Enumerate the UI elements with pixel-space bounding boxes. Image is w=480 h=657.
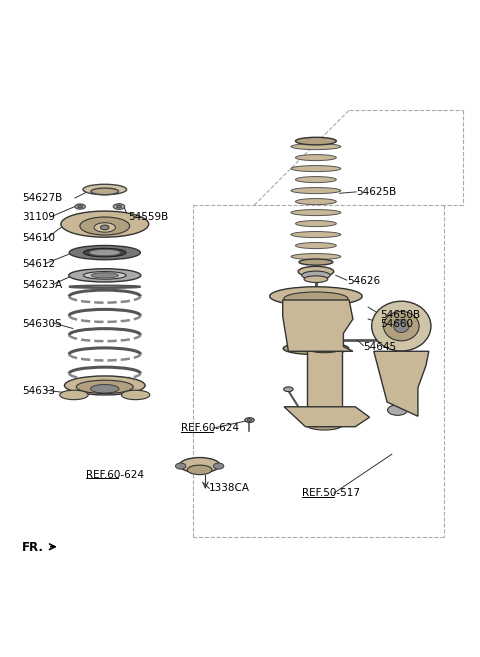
- Ellipse shape: [180, 457, 220, 473]
- Ellipse shape: [394, 320, 409, 332]
- Polygon shape: [283, 300, 353, 351]
- Polygon shape: [284, 407, 370, 426]
- Text: REF.50-517: REF.50-517: [301, 488, 360, 498]
- Ellipse shape: [403, 398, 409, 403]
- Ellipse shape: [291, 210, 341, 215]
- Ellipse shape: [117, 205, 121, 208]
- Ellipse shape: [60, 390, 88, 399]
- Ellipse shape: [69, 269, 141, 282]
- Ellipse shape: [214, 463, 224, 469]
- Text: 54633: 54633: [22, 386, 55, 396]
- Ellipse shape: [291, 231, 341, 238]
- Text: 1338CA: 1338CA: [209, 484, 250, 493]
- Ellipse shape: [64, 376, 145, 395]
- Text: 54623A: 54623A: [22, 280, 62, 290]
- Ellipse shape: [247, 419, 252, 422]
- Text: REF.60-624: REF.60-624: [86, 470, 144, 480]
- Ellipse shape: [296, 137, 336, 145]
- Ellipse shape: [291, 144, 341, 150]
- Text: 54559B: 54559B: [129, 212, 169, 222]
- Text: 54660: 54660: [380, 319, 413, 328]
- Ellipse shape: [387, 405, 408, 415]
- Ellipse shape: [291, 166, 341, 171]
- Ellipse shape: [245, 418, 254, 422]
- Ellipse shape: [83, 184, 127, 194]
- Ellipse shape: [100, 225, 109, 230]
- Polygon shape: [374, 351, 429, 417]
- Ellipse shape: [76, 380, 133, 394]
- Ellipse shape: [299, 259, 333, 265]
- Ellipse shape: [307, 344, 342, 353]
- Ellipse shape: [296, 154, 336, 160]
- Text: 54645: 54645: [363, 342, 396, 351]
- Ellipse shape: [91, 188, 119, 194]
- Ellipse shape: [121, 390, 150, 399]
- Ellipse shape: [307, 422, 342, 430]
- Ellipse shape: [89, 250, 120, 256]
- Ellipse shape: [283, 342, 348, 355]
- Bar: [307, 348, 342, 426]
- Text: 54627B: 54627B: [22, 193, 62, 203]
- Ellipse shape: [91, 384, 119, 393]
- Ellipse shape: [284, 292, 348, 306]
- Ellipse shape: [91, 273, 119, 278]
- Text: FR.: FR.: [22, 541, 44, 555]
- Ellipse shape: [291, 254, 341, 260]
- Ellipse shape: [270, 286, 362, 306]
- Text: 54630S: 54630S: [22, 319, 61, 328]
- Ellipse shape: [187, 465, 212, 474]
- Ellipse shape: [372, 301, 431, 351]
- Ellipse shape: [75, 204, 85, 209]
- Text: REF.60-624: REF.60-624: [180, 423, 239, 433]
- Text: 31109: 31109: [22, 212, 55, 222]
- Ellipse shape: [80, 217, 130, 235]
- Ellipse shape: [84, 248, 126, 257]
- Text: 54650B: 54650B: [380, 310, 420, 320]
- Ellipse shape: [298, 266, 334, 277]
- Text: 54612: 54612: [22, 260, 55, 269]
- Ellipse shape: [301, 271, 330, 280]
- Ellipse shape: [385, 337, 398, 344]
- Ellipse shape: [291, 187, 341, 194]
- Ellipse shape: [176, 463, 186, 469]
- Ellipse shape: [399, 396, 413, 405]
- Ellipse shape: [284, 387, 293, 392]
- Ellipse shape: [296, 221, 336, 227]
- Text: 54610: 54610: [22, 233, 55, 243]
- Ellipse shape: [296, 198, 336, 204]
- Ellipse shape: [78, 205, 83, 208]
- Ellipse shape: [84, 271, 126, 279]
- Ellipse shape: [296, 177, 336, 183]
- Ellipse shape: [94, 223, 116, 232]
- Text: 54626: 54626: [347, 276, 380, 286]
- Ellipse shape: [61, 211, 149, 237]
- Ellipse shape: [69, 246, 140, 260]
- Ellipse shape: [304, 276, 328, 283]
- Ellipse shape: [384, 311, 419, 341]
- Ellipse shape: [113, 204, 125, 210]
- Text: 54625B: 54625B: [356, 187, 396, 197]
- Ellipse shape: [296, 242, 336, 248]
